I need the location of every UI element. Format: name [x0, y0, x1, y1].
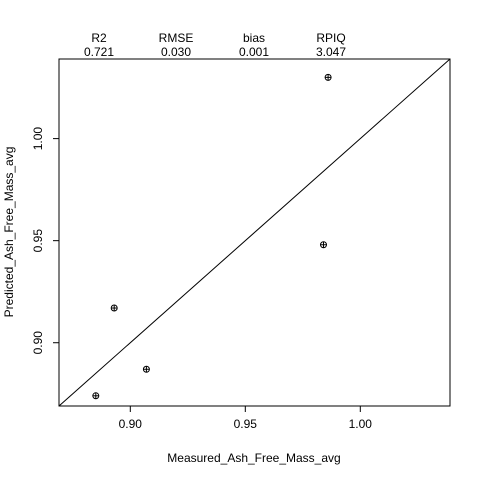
- identity-line: [58, 58, 451, 407]
- stat-label: bias: [243, 31, 265, 45]
- data-point: [92, 392, 100, 400]
- data-point: [320, 241, 327, 249]
- stat-value: 0.001: [239, 45, 269, 59]
- y-axis: 0.90 0.95 1.00: [31, 127, 59, 355]
- y-tick-label: 0.90: [31, 331, 45, 355]
- stat-value: 0.721: [84, 45, 114, 59]
- x-tick-label: 0.95: [234, 417, 258, 431]
- y-tick-label: 0.95: [31, 229, 45, 253]
- stat-label: R2: [91, 31, 107, 45]
- plot-frame: [58, 58, 451, 407]
- x-axis: 0.90 0.95 1.00: [119, 406, 373, 431]
- data-point: [142, 365, 150, 373]
- x-tick-label: 1.00: [349, 417, 373, 431]
- y-axis-title: Predicted_Ash_Free_Mass_avg: [2, 147, 16, 318]
- data-point: [110, 304, 118, 312]
- stat-label: RMSE: [159, 31, 194, 45]
- stat-label: RPIQ: [316, 31, 345, 45]
- x-tick-label: 0.90: [119, 417, 143, 431]
- data-points: [92, 73, 332, 400]
- x-axis-title: Measured_Ash_Free_Mass_avg: [167, 451, 340, 465]
- data-point: [324, 73, 332, 81]
- y-tick-label: 1.00: [31, 127, 45, 151]
- stat-value: 3.047: [316, 45, 346, 59]
- stat-value: 0.030: [161, 45, 191, 59]
